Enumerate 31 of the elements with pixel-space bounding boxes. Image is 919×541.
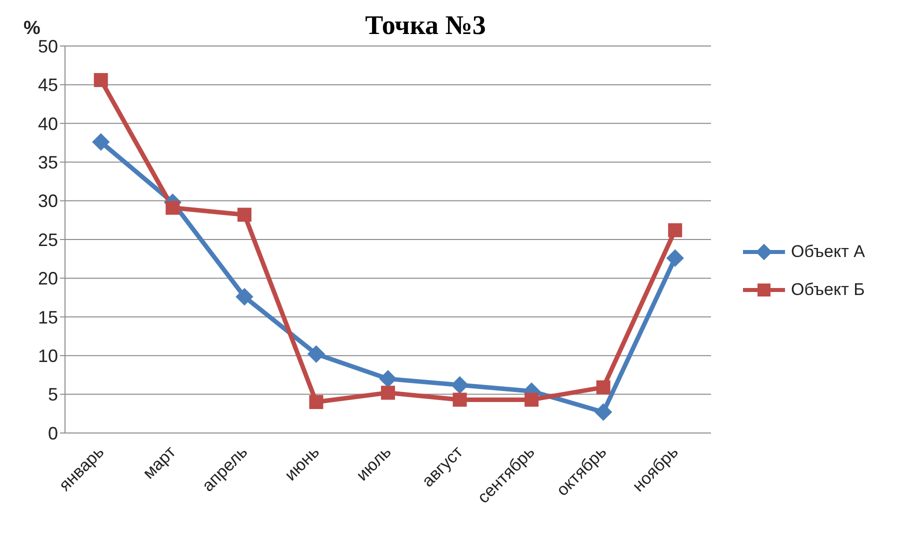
chart-title: Точка №3 [364,10,487,41]
point [308,345,325,363]
y-tick-label: 25 [38,230,58,250]
y-tick-label: 20 [38,268,58,289]
y-tick-label: 15 [38,307,58,328]
y-tick-label: 40 [38,114,58,134]
y-tick-label: 0 [48,423,58,444]
y-tick-label: 10 [38,346,58,366]
point [379,370,397,388]
point [668,223,682,238]
point [381,386,395,400]
point [92,133,110,151]
point [166,200,180,215]
y-axis-title: % [24,18,41,39]
point [594,403,612,421]
point [524,392,539,407]
y-tick-label: 30 [38,191,58,212]
point [452,392,467,407]
point [94,73,108,88]
legend-label: Объект Б [791,280,865,300]
point [309,395,324,410]
point [596,380,610,394]
point [237,208,252,222]
legend-label: Объект А [791,242,865,262]
y-tick-label: 45 [38,75,58,96]
y-tick-label: 50 [38,36,58,56]
y-tick-label: 5 [48,384,58,405]
y-tick-label: 35 [38,152,58,172]
point [451,376,468,394]
point [666,249,684,267]
point [236,288,254,306]
